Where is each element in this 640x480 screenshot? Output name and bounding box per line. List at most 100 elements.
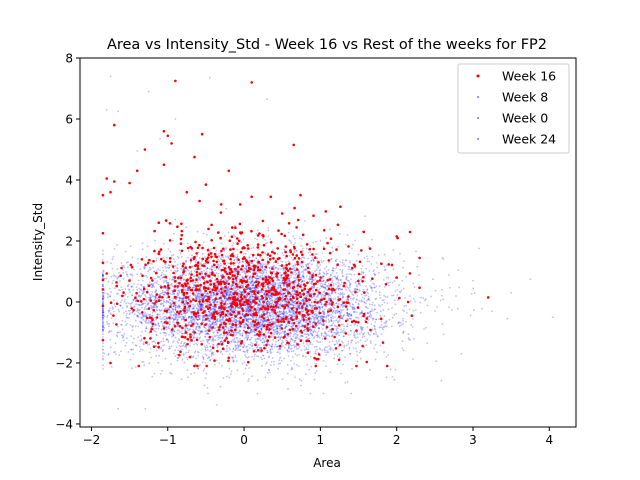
data-point [413,298,415,300]
data-point [229,321,232,324]
data-point [250,325,253,328]
data-point [353,335,356,338]
data-point [221,365,223,367]
data-point [124,344,127,347]
data-point [330,318,332,321]
data-point [276,336,279,339]
data-point [274,321,276,323]
data-point [204,262,207,265]
data-point [426,342,429,344]
data-point [165,326,168,329]
data-point [211,322,214,325]
data-point [206,293,208,295]
data-point [382,308,385,311]
data-point [245,316,247,318]
data-point [339,292,342,295]
points-layer [101,75,554,410]
data-point [317,316,320,318]
data-point [307,251,310,254]
data-point [223,235,226,237]
data-point [307,334,310,337]
data-point [322,245,325,248]
data-point [129,245,132,248]
data-point [144,294,146,296]
data-point [129,309,131,312]
data-point [212,299,215,301]
data-point [198,317,201,319]
data-point [286,312,289,315]
data-point [137,311,140,314]
data-point [155,257,158,260]
data-point [168,266,171,269]
data-point [379,314,382,317]
data-point [350,339,353,342]
data-point [151,291,154,293]
data-point [338,356,341,359]
data-point [126,275,129,278]
data-point [218,334,220,337]
data-point [258,300,261,303]
data-point [164,265,166,268]
data-point [284,269,287,272]
data-point [315,315,317,318]
data-point [214,339,217,342]
data-point [162,303,165,305]
data-point [320,303,323,306]
data-point [281,280,284,282]
data-point [136,273,139,276]
data-point [321,306,324,309]
data-point [112,279,115,282]
data-point [346,298,349,300]
data-point [217,268,220,270]
data-point [276,325,279,328]
data-point [172,314,175,317]
data-point [178,257,180,259]
data-point [276,279,278,282]
data-point [201,273,203,275]
data-point [186,307,189,309]
data-point [412,309,415,312]
data-point [290,242,293,244]
data-point [244,273,247,275]
data-point [278,264,281,267]
data-point [102,345,104,348]
data-point [260,291,263,294]
data-point [351,293,354,296]
data-point [393,378,396,381]
data-point [261,274,264,277]
data-point [360,271,363,273]
data-point [337,332,339,335]
data-point [164,331,166,334]
data-point [204,362,207,364]
data-point [149,304,152,307]
data-point [372,332,375,335]
data-point [270,360,273,363]
data-point [234,321,237,324]
data-point [133,305,136,308]
data-point [368,270,371,272]
data-point [382,299,385,301]
data-point [225,248,228,251]
data-point [280,336,282,339]
data-point [293,319,296,322]
data-point [242,350,245,353]
data-point [188,298,190,301]
data-point [246,338,249,340]
data-point [292,267,295,270]
data-point [364,274,367,276]
data-point [245,264,248,267]
data-point [284,311,286,314]
data-point [239,273,242,276]
data-point [235,319,238,322]
data-point [173,232,175,235]
data-point [221,256,223,259]
data-point [277,362,280,365]
data-point [384,268,387,271]
data-point [177,292,180,294]
data-point [186,369,189,372]
data-point [276,327,278,330]
data-point [209,273,211,276]
data-point [346,308,349,311]
data-point [228,287,231,290]
data-point [258,248,261,251]
